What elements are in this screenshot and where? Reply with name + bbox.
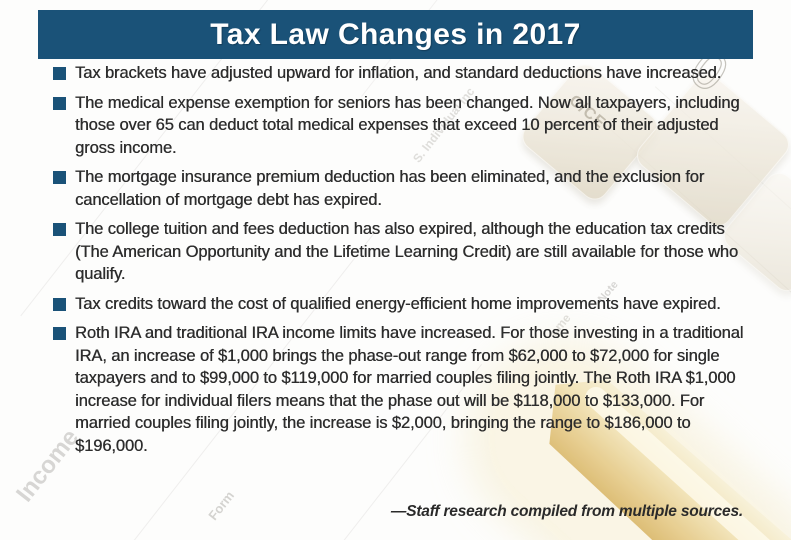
bullet-square-icon xyxy=(53,67,66,80)
bullet-item: The medical expense exemption for senior… xyxy=(53,92,747,160)
bullet-item: The college tuition and fees deduction h… xyxy=(53,218,747,286)
bullet-item: Tax brackets have adjusted upward for in… xyxy=(53,62,747,85)
bullet-text: Tax brackets have adjusted upward for in… xyxy=(75,64,722,82)
page-title: Tax Law Changes in 2017 xyxy=(210,17,581,51)
bullet-text: The mortgage insurance premium deduction… xyxy=(75,168,705,209)
bullet-square-icon xyxy=(53,327,66,340)
bullet-item: Roth IRA and traditional IRA income limi… xyxy=(53,322,747,457)
bullet-text: Tax credits toward the cost of qualified… xyxy=(75,294,721,313)
bullet-item: Tax credits toward the cost of qualified… xyxy=(53,293,747,316)
bullet-square-icon xyxy=(53,297,66,311)
bullet-square-icon xyxy=(53,96,66,110)
source-citation: —Staff research compiled from multiple s… xyxy=(390,503,743,520)
title-bar: Tax Law Changes in 2017 xyxy=(38,10,753,59)
bullet-square-icon xyxy=(53,223,66,236)
bullet-text: The medical expense exemption for senior… xyxy=(75,93,740,157)
bullet-text: Roth IRA and traditional IRA income limi… xyxy=(75,324,744,455)
bullet-text: The college tuition and fees deduction h… xyxy=(75,220,738,283)
bullet-square-icon xyxy=(53,171,66,184)
bullet-list: Tax brackets have adjusted upward for in… xyxy=(53,62,747,464)
bullet-item: The mortgage insurance premium deduction… xyxy=(53,166,747,211)
